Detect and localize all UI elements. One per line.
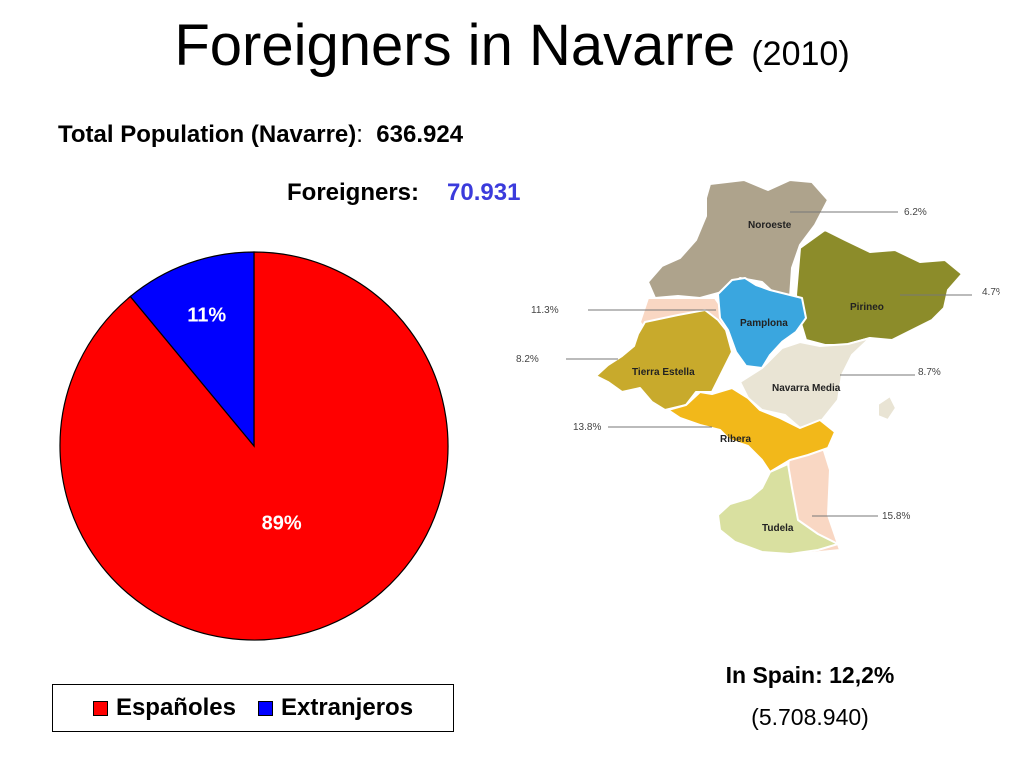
map-region-pirineo <box>795 229 963 346</box>
legend-item-extranjeros: Extranjeros <box>257 694 414 722</box>
map-pct-pamplona: 11.3% <box>531 305 559 316</box>
map-label-pamplona: Pamplona <box>740 318 788 329</box>
pie-label-espaoles: 89% <box>262 513 302 535</box>
title-main: Foreigners in Navarre <box>174 13 736 78</box>
map-pct-tierra-estella: 8.2% <box>516 354 539 365</box>
map-label-noroeste: Noroeste <box>748 220 792 231</box>
legend-swatch-espanoles <box>92 700 108 716</box>
total-population-label: Total Population (Navarre) <box>58 121 357 148</box>
map-pct-navarra-media: 8.7% <box>918 367 941 378</box>
foreigners-label: Foreigners: <box>287 179 420 206</box>
map-region-noroeste <box>647 179 829 299</box>
spain-stats: In Spain: 12,2% (5.708.940) <box>600 660 1020 732</box>
map-region-island <box>877 395 897 421</box>
foreigners-value: 70.931 <box>447 179 521 206</box>
pie-chart: 89% 11% <box>59 251 449 641</box>
map-label-tudela: Tudela <box>762 523 794 534</box>
title-year: (2010) <box>751 35 850 73</box>
legend-item-espanoles: Españoles <box>92 694 236 722</box>
total-population-value: 636.924 <box>376 121 464 148</box>
map-label-pirineo: Pirineo <box>850 302 884 313</box>
foreigners-count: Foreigners: 70.931 <box>287 178 520 208</box>
map-pct-pirineo: 4.7% <box>982 287 1000 298</box>
pie-legend: Españoles Extranjeros <box>52 684 454 732</box>
map-pct-noroeste: 6.2% <box>904 207 927 218</box>
map-region-pamplona <box>717 277 807 369</box>
map-region-tudela <box>717 463 839 555</box>
navarre-region-map: Noroeste Pirineo Pamplona Tierra Estella… <box>516 179 1000 555</box>
map-label-ribera: Ribera <box>720 434 752 445</box>
total-population: Total Population (Navarre): 636.924 <box>58 120 463 150</box>
spain-percentage: In Spain: 12,2% <box>725 662 895 688</box>
legend-label-extranjeros: Extranjeros <box>280 694 414 721</box>
map-pct-ribera: 13.8% <box>573 422 601 433</box>
total-population-colon: : <box>356 121 363 148</box>
spain-total: (5.708.940) <box>751 704 869 730</box>
map-label-navarra-media: Navarra Media <box>772 383 841 394</box>
map-label-tierra-estella: Tierra Estella <box>632 367 695 378</box>
pie-slice-extranjeros <box>129 251 255 448</box>
map-pct-tudela: 15.8% <box>882 511 910 522</box>
legend-label-espanoles: Españoles <box>115 694 236 721</box>
pie-label-extranjeros: 11% <box>187 305 226 327</box>
page-title: Foreigners in Navarre (2010) <box>0 12 1024 88</box>
legend-swatch-extranjeros <box>257 700 273 716</box>
